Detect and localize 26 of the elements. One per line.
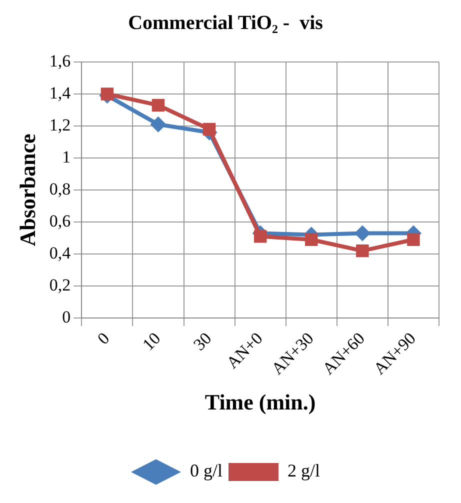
point: [202, 122, 216, 136]
y-tick-label: 1,2: [49, 115, 71, 134]
point: [354, 225, 370, 242]
y-tick-label: 1,4: [49, 83, 72, 102]
x-tick-label: 0: [94, 328, 114, 348]
point: [100, 88, 114, 100]
point: [356, 244, 369, 258]
y-tick-label: 0: [62, 307, 71, 326]
y-tick-label: 1,6: [49, 51, 71, 70]
x-tick-label: 30: [190, 328, 216, 354]
point: [407, 233, 420, 246]
point: [152, 98, 165, 112]
legend-label: 0 g/l: [190, 460, 223, 481]
legend-label: 2 g/l: [288, 460, 320, 481]
chart-title: Commercial TiO₂ - vis: [128, 12, 324, 34]
y-tick-label: 0,4: [49, 243, 72, 262]
y-tick-label: 0,2: [49, 275, 71, 294]
y-tick-label: 1: [62, 147, 71, 166]
point: [150, 116, 166, 132]
y-axis-title: Absorbance: [14, 134, 40, 246]
x-tick-label: 10: [138, 328, 164, 354]
point: [305, 233, 318, 246]
y-tick-label: 0,8: [49, 179, 71, 198]
y-tick-label: 0,6: [49, 211, 71, 230]
x-axis-title: Time (min.): [204, 389, 316, 414]
point: [254, 230, 267, 243]
